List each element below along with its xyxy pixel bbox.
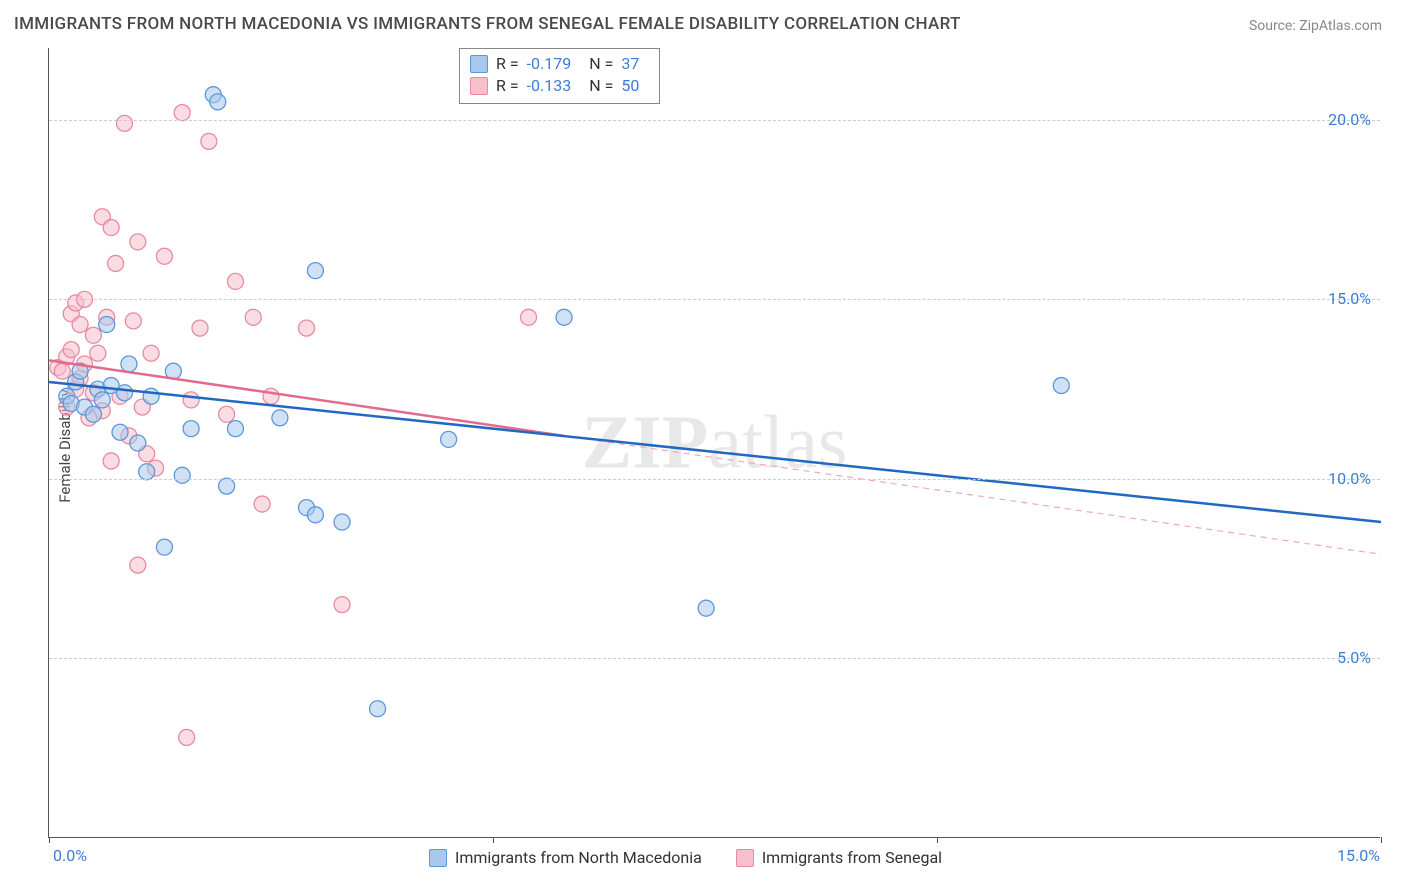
- ytick-label: 20.0%: [1321, 110, 1371, 129]
- trend-line: [564, 436, 1381, 555]
- data-point: [334, 597, 350, 613]
- ytick-label: 15.0%: [1321, 289, 1371, 308]
- data-point: [121, 356, 137, 372]
- data-point: [183, 421, 199, 437]
- data-point: [103, 453, 119, 469]
- data-point: [179, 729, 195, 745]
- data-point: [130, 234, 146, 250]
- data-point: [441, 431, 457, 447]
- data-point: [63, 342, 79, 358]
- data-point: [99, 317, 115, 333]
- data-point: [370, 701, 386, 717]
- data-point: [245, 309, 261, 325]
- data-point: [254, 496, 270, 512]
- data-point: [130, 435, 146, 451]
- data-point: [210, 94, 226, 110]
- gridline: [49, 120, 1380, 121]
- data-point: [219, 478, 235, 494]
- scatter-svg: [49, 48, 1381, 838]
- data-point: [334, 514, 350, 530]
- trend-line: [49, 382, 1381, 522]
- plot-area: ZIPatlas R = -0.179 N = 37 R = -0.133 N …: [48, 48, 1380, 838]
- data-point: [108, 255, 124, 271]
- bottom-legend: Immigrants from North Macedonia Immigran…: [429, 848, 942, 867]
- data-point: [116, 385, 132, 401]
- gridline: [49, 479, 1380, 480]
- data-point: [307, 507, 323, 523]
- legend-swatch-1: [736, 849, 754, 867]
- gridline: [49, 658, 1380, 659]
- legend-swatch-0: [429, 849, 447, 867]
- data-point: [227, 273, 243, 289]
- data-point: [116, 115, 132, 131]
- legend-item-0: Immigrants from North Macedonia: [429, 848, 702, 867]
- xtick-mark: [1381, 837, 1382, 843]
- data-point: [174, 467, 190, 483]
- data-point: [698, 600, 714, 616]
- data-point: [85, 406, 101, 422]
- data-point: [130, 557, 146, 573]
- data-point: [94, 392, 110, 408]
- data-point: [263, 388, 279, 404]
- legend-item-1: Immigrants from Senegal: [736, 848, 942, 867]
- legend-label-1: Immigrants from Senegal: [762, 848, 942, 867]
- data-point: [272, 410, 288, 426]
- data-point: [112, 424, 128, 440]
- data-point: [90, 345, 106, 361]
- data-point: [54, 363, 70, 379]
- data-point: [85, 327, 101, 343]
- data-point: [201, 133, 217, 149]
- ytick-label: 5.0%: [1321, 648, 1371, 667]
- source-label: Source: ZipAtlas.com: [1249, 18, 1382, 34]
- data-point: [521, 309, 537, 325]
- data-point: [219, 406, 235, 422]
- data-point: [72, 317, 88, 333]
- chart-title: IMMIGRANTS FROM NORTH MACEDONIA VS IMMIG…: [14, 14, 961, 34]
- legend-label-0: Immigrants from North Macedonia: [455, 848, 702, 867]
- data-point: [125, 313, 141, 329]
- ytick-label: 10.0%: [1321, 469, 1371, 488]
- data-point: [143, 345, 159, 361]
- data-point: [156, 539, 172, 555]
- data-point: [183, 392, 199, 408]
- data-point: [143, 388, 159, 404]
- data-point: [307, 263, 323, 279]
- data-point: [556, 309, 572, 325]
- xtick-mark: [49, 837, 50, 843]
- xtick-label: 15.0%: [1337, 846, 1380, 865]
- gridline: [49, 299, 1380, 300]
- xtick-mark: [493, 837, 494, 843]
- data-point: [299, 320, 315, 336]
- data-point: [1053, 378, 1069, 394]
- data-point: [192, 320, 208, 336]
- data-point: [174, 105, 190, 121]
- data-point: [103, 220, 119, 236]
- data-point: [227, 421, 243, 437]
- xtick-mark: [937, 837, 938, 843]
- xtick-label: 0.0%: [53, 846, 87, 865]
- data-point: [156, 248, 172, 264]
- data-point: [139, 464, 155, 480]
